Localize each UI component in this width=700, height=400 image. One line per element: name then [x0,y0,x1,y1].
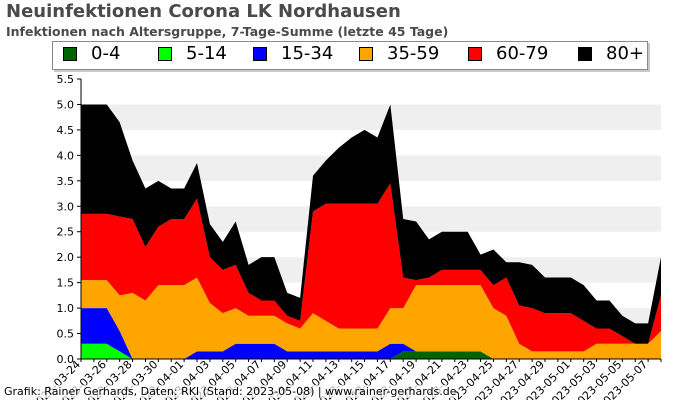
y-tick-label: 0.5 [57,328,75,341]
y-tick-label: 1.5 [57,277,75,290]
legend-swatch [253,47,267,61]
y-tick-label: 2.5 [57,226,75,239]
y-tick-label: 0.0 [57,353,75,366]
area-series-80-plus [81,104,661,344]
grid-band [81,79,661,105]
legend-label: 60-79 [496,43,549,64]
legend-swatch [468,47,482,61]
legend-label: 0-4 [91,43,121,64]
legend-swatch [158,47,172,61]
grid-band [81,104,661,130]
area-series-60-79 [81,183,661,352]
y-tick-label: 4.5 [57,124,75,137]
y-tick-label: 3.5 [57,175,75,188]
legend-swatch [578,47,592,61]
y-tick-label: 3.0 [57,200,75,213]
legend-label: 15-34 [281,43,334,64]
chart-subtitle: Infektionen nach Altersgruppe, 7-Tage-Su… [6,24,449,39]
legend-label: 5-14 [186,43,227,64]
chart-title: Neuinfektionen Corona LK Nordhausen [6,1,401,22]
legend-swatch [359,47,373,61]
legend-label: 80+ [606,43,644,64]
legend: 0-4 5-14 15-34 35-59 60-79 80+ [52,41,648,70]
stacked-areas [81,104,661,359]
y-tick-label: 5.5 [57,73,75,86]
y-tick-label: 5.0 [57,98,75,111]
legend-swatch [63,47,77,61]
y-tick-label: 2.0 [57,251,75,264]
legend-label: 35-59 [387,43,440,64]
y-tick-label: 4.0 [57,149,75,162]
credit-text: Grafik: Rainer Gerhards, Daten: RKI (Sta… [4,385,457,398]
area-series-35-59 [81,277,661,359]
y-tick-label: 1.0 [57,302,75,315]
